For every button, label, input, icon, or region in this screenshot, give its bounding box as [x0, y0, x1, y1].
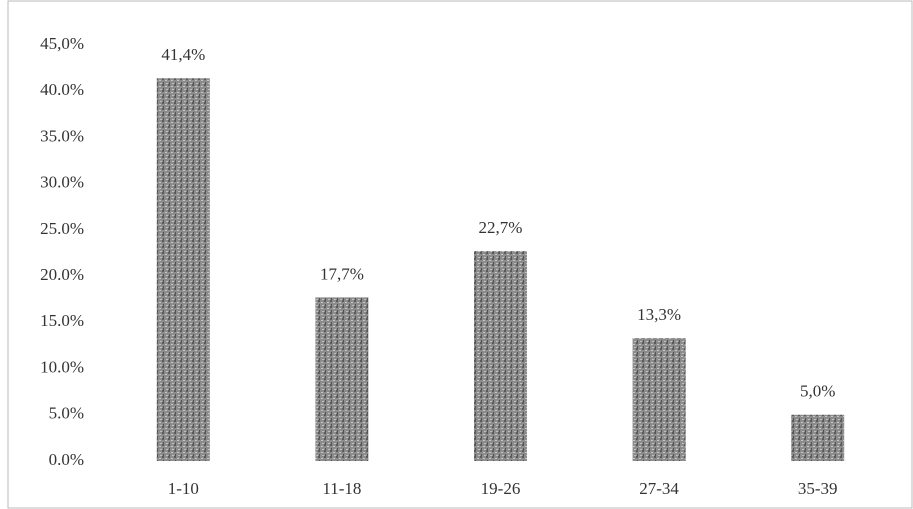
y-tick-label: 15.0% [40, 311, 84, 330]
bar-texture [633, 338, 686, 461]
bar-texture [791, 415, 844, 461]
chart-frame [8, 1, 912, 508]
x-tick-label: 11-18 [322, 479, 361, 498]
y-tick-label: 25.0% [40, 219, 84, 238]
value-label: 13,3% [637, 305, 681, 324]
y-tick-label: 40.0% [40, 80, 84, 99]
value-label: 41,4% [161, 45, 205, 64]
x-tick-label: 27-34 [639, 479, 679, 498]
x-tick-label: 1-10 [168, 479, 199, 498]
bar-texture [474, 251, 527, 461]
y-tick-label: 30.0% [40, 173, 84, 192]
y-tick-label: 0.0% [49, 450, 84, 469]
x-tick-label: 35-39 [798, 479, 838, 498]
chart: 0.0% 5.0% 10.0% 15.0% 20.0% 25.0% 30.0% 35.0% 40… [0, 0, 913, 509]
y-tick-label: 20.0% [40, 265, 84, 284]
y-tick-label: 45,0% [40, 34, 84, 53]
y-tick-label: 5.0% [49, 404, 84, 423]
value-label: 5,0% [800, 382, 835, 401]
bar-texture [315, 297, 368, 461]
bar-texture [157, 78, 210, 461]
value-label: 17,7% [320, 264, 364, 283]
value-label: 22,7% [479, 218, 523, 237]
y-tick-label: 35.0% [40, 126, 84, 145]
x-tick-label: 19-26 [481, 479, 521, 498]
y-tick-label: 10.0% [40, 357, 84, 376]
